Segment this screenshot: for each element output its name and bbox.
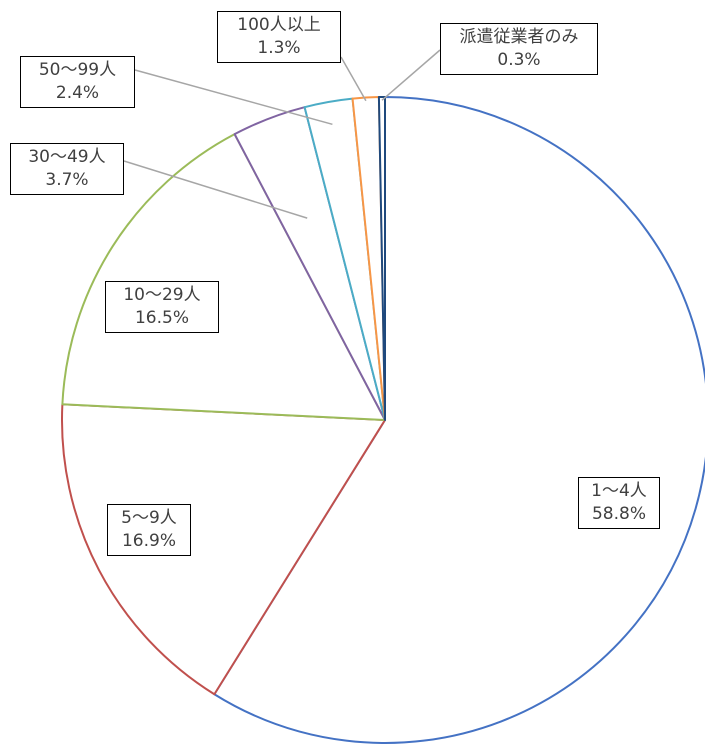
label-dispatch-only-name: 派遣従業者のみ — [459, 27, 579, 47]
label-10-29: 10〜29人 16.5% — [105, 281, 219, 333]
leader-line-3 — [123, 160, 308, 219]
label-50-99-value: 2.4% — [55, 83, 100, 103]
label-5-9: 5〜9人 16.9% — [107, 504, 191, 556]
label-100-plus-value: 1.3% — [257, 38, 301, 58]
label-30-49: 30〜49人 3.7% — [10, 143, 124, 195]
label-50-99: 50〜99人 2.4% — [20, 56, 135, 108]
pie-slice-1 — [60, 403, 386, 696]
label-1-4-value: 58.8% — [591, 504, 646, 524]
label-50-99-name: 50〜99人 — [38, 60, 117, 80]
label-1-4: 1〜4人 58.8% — [578, 477, 660, 529]
label-1-4-name: 1〜4人 — [591, 481, 647, 501]
label-10-29-name: 10〜29人 — [123, 285, 201, 305]
label-5-9-value: 16.9% — [121, 531, 176, 551]
label-100-plus-name: 100人以上 — [237, 15, 321, 35]
label-100-plus: 100人以上 1.3% — [217, 11, 341, 63]
pie-slice-2 — [61, 133, 386, 421]
leader-line-6 — [381, 49, 441, 101]
leader-line-4 — [134, 69, 333, 126]
label-10-29-value: 16.5% — [134, 308, 189, 328]
label-dispatch-only-value: 0.3% — [497, 50, 541, 70]
label-30-49-value: 3.7% — [45, 170, 89, 190]
label-30-49-name: 30〜49人 — [28, 147, 106, 167]
pie-slice-0 — [213, 96, 705, 744]
label-5-9-name: 5〜9人 — [121, 508, 177, 528]
label-dispatch-only: 派遣従業者のみ 0.3% — [440, 23, 598, 75]
leader-line-5 — [340, 56, 367, 102]
